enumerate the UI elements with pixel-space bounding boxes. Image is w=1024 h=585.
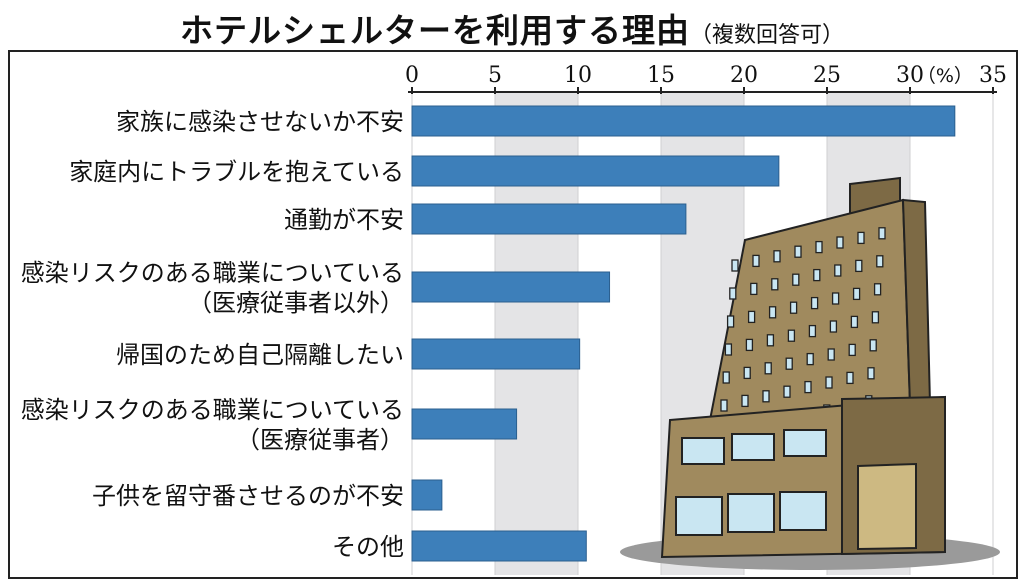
window [731, 259, 739, 272]
window [764, 362, 772, 375]
category-label: その他 [332, 533, 404, 561]
window [747, 310, 756, 324]
window [792, 273, 800, 286]
hotel-building-illustration [620, 176, 1000, 570]
window [810, 296, 819, 310]
window [846, 371, 854, 385]
category-label: （医療従事者以外） [188, 289, 404, 317]
category-label: 子供を留守番させるのが不安 [92, 482, 404, 510]
window [825, 376, 833, 389]
window [831, 292, 840, 305]
window [867, 367, 875, 380]
window [869, 339, 877, 352]
category-label: 家庭内にトラブルを抱えている [69, 158, 404, 186]
window [827, 348, 835, 361]
window [741, 394, 749, 408]
window [848, 343, 856, 357]
x-tick-label: 15 [647, 63, 675, 88]
category-label: 感染リスクのある職業についている [21, 259, 404, 287]
window [787, 329, 796, 342]
window [783, 385, 791, 398]
window [720, 399, 728, 412]
window [783, 429, 827, 457]
x-tick-label: 35 [979, 63, 1007, 88]
window [836, 236, 844, 249]
window [762, 390, 770, 403]
unit-label: （%） [917, 65, 973, 87]
bar [411, 408, 518, 440]
window [722, 371, 730, 384]
window [794, 245, 802, 258]
window [789, 301, 798, 314]
window [785, 357, 793, 370]
window [815, 240, 823, 254]
window [681, 437, 725, 465]
window [779, 491, 827, 531]
chart-title-row: ホテルシェルターを利用する理由（複数回答可） [0, 4, 1024, 52]
bar [411, 271, 611, 303]
window [834, 264, 842, 277]
chart-title: ホテルシェルターを利用する理由 [179, 11, 690, 50]
bar [411, 338, 581, 370]
x-tick-label: 30 [896, 63, 924, 88]
x-tick-label: 5 [488, 63, 502, 88]
window [813, 268, 821, 282]
window [878, 227, 886, 240]
window [871, 311, 880, 324]
window [745, 338, 754, 352]
window [873, 283, 882, 296]
window [855, 259, 863, 273]
window [766, 334, 775, 347]
category-label: 家族に感染させないか不安 [116, 108, 404, 136]
bar [411, 155, 780, 187]
window [726, 315, 735, 328]
window [724, 343, 733, 356]
window [675, 496, 723, 536]
window [743, 366, 751, 380]
x-tick-label: 10 [564, 63, 592, 88]
bar [411, 105, 956, 137]
window [852, 287, 861, 301]
window [850, 315, 859, 329]
window [768, 306, 777, 319]
window [857, 231, 865, 245]
category-label: 帰国のため自己隔離したい [116, 341, 404, 369]
category-label: 感染リスクのある職業についている [21, 396, 404, 424]
x-tick-label: 0 [405, 63, 419, 88]
category-label: 通勤が不安 [284, 206, 404, 234]
window [804, 380, 812, 394]
bar [411, 530, 587, 562]
x-tick-label: 20 [730, 63, 758, 88]
window [808, 324, 817, 338]
category-label: （医療従事者） [236, 426, 404, 454]
window [829, 320, 838, 333]
window [773, 250, 781, 263]
chart-subtitle: （複数回答可） [689, 23, 844, 48]
x-tick-label: 25 [813, 63, 841, 88]
bar [411, 203, 687, 235]
window [727, 493, 775, 533]
window [771, 278, 779, 291]
window [752, 254, 760, 268]
window [876, 255, 884, 268]
window [729, 287, 737, 300]
bar-chart: 0 5 10 15 20 25 30 35 （%） 家族に感染させないか不安家庭内にトラブルを抱え… [21, 63, 1007, 575]
chart-frame: 0 5 10 15 20 25 30 35 （%） 家族に感染させないか不安家庭内にトラブルを抱え… [8, 50, 1018, 579]
window [806, 352, 814, 366]
window [731, 433, 775, 461]
building-entrance [857, 462, 917, 551]
window [750, 282, 758, 296]
bar [411, 479, 443, 511]
